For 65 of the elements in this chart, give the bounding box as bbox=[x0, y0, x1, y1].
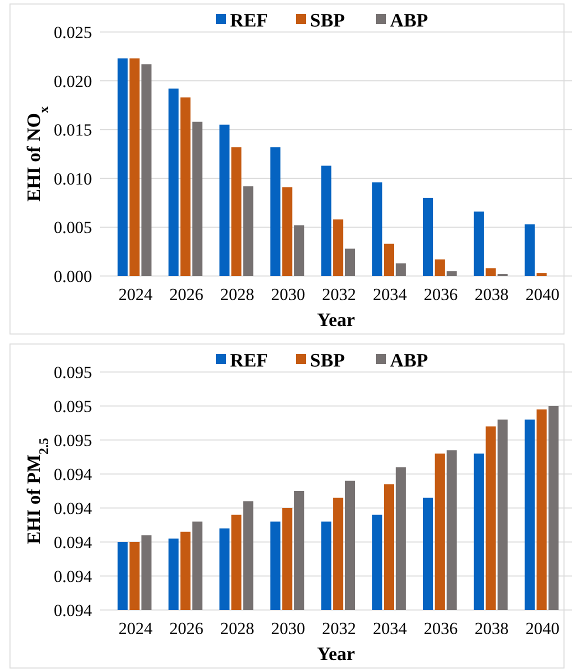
x-tick-label: 2028 bbox=[220, 285, 254, 304]
bar bbox=[486, 268, 496, 276]
y-tick-label: 0.094 bbox=[54, 464, 92, 484]
y-tick-label: 0.094 bbox=[54, 498, 92, 518]
x-tick-label: 2040 bbox=[526, 619, 560, 638]
y-tick-label: 0.094 bbox=[54, 566, 92, 586]
bar bbox=[118, 58, 128, 276]
bar bbox=[372, 182, 382, 276]
bar bbox=[384, 244, 394, 276]
x-tick-label: 2040 bbox=[526, 285, 560, 304]
x-tick-label: 2032 bbox=[322, 285, 356, 304]
bar bbox=[192, 122, 202, 276]
bar bbox=[141, 64, 152, 276]
bar bbox=[321, 166, 332, 276]
bar bbox=[294, 225, 304, 276]
bar bbox=[474, 212, 484, 276]
x-tick-label: 2032 bbox=[322, 619, 356, 638]
legend-label: ABP bbox=[390, 350, 428, 372]
x-tick-label: 2034 bbox=[372, 285, 408, 304]
x-tick-label: 2030 bbox=[271, 285, 306, 304]
x-axis-title: Year bbox=[317, 644, 356, 665]
y-tick-label: 0.095 bbox=[54, 430, 92, 450]
x-tick-label: 2026 bbox=[169, 285, 204, 304]
bar bbox=[333, 219, 344, 276]
x-tick-label: 2024 bbox=[118, 619, 153, 638]
y-tick-label: 0.000 bbox=[54, 266, 92, 286]
y-tick-label: 0.015 bbox=[54, 120, 92, 140]
legend-label: REF bbox=[230, 350, 268, 372]
y-tick-label: 0.010 bbox=[54, 169, 92, 188]
legend-label: SBP bbox=[310, 350, 346, 372]
x-tick-label: 2036 bbox=[424, 285, 458, 304]
y-tick-label: 0.025 bbox=[54, 22, 92, 42]
x-tick-label: 2030 bbox=[271, 619, 306, 638]
bar bbox=[168, 88, 179, 276]
bar bbox=[130, 58, 140, 276]
bar bbox=[219, 124, 230, 276]
bar bbox=[536, 273, 547, 276]
bar bbox=[396, 263, 406, 276]
x-tick-label: 2038 bbox=[474, 619, 509, 638]
y-tick-label: 0.020 bbox=[54, 72, 92, 91]
bar bbox=[524, 224, 535, 276]
y-tick-label: 0.005 bbox=[54, 218, 92, 238]
y-tick-label: 0.095 bbox=[54, 396, 92, 416]
x-tick-label: 2034 bbox=[372, 619, 408, 638]
legend-label: ABP bbox=[390, 10, 428, 32]
x-tick-label: 2024 bbox=[118, 285, 153, 304]
y-tick-label: 0.095 bbox=[54, 362, 92, 382]
bar bbox=[446, 271, 457, 276]
bar bbox=[231, 147, 242, 276]
legend-label: REF bbox=[230, 10, 268, 32]
bar bbox=[344, 248, 356, 276]
bar bbox=[180, 97, 190, 276]
bar bbox=[282, 187, 292, 276]
x-tick-label: 2028 bbox=[220, 619, 254, 638]
x-tick-label: 2036 bbox=[424, 619, 458, 638]
legend-label: SBP bbox=[310, 10, 346, 32]
x-tick-label: 2038 bbox=[474, 285, 509, 304]
bar bbox=[270, 147, 280, 276]
bar bbox=[422, 198, 434, 276]
y-tick-label: 0.094 bbox=[54, 532, 92, 552]
x-axis-title: Year bbox=[317, 310, 356, 331]
bar bbox=[243, 186, 254, 276]
bar bbox=[434, 259, 445, 276]
y-tick-label: 0.094 bbox=[54, 600, 92, 620]
x-tick-label: 2026 bbox=[169, 619, 204, 638]
